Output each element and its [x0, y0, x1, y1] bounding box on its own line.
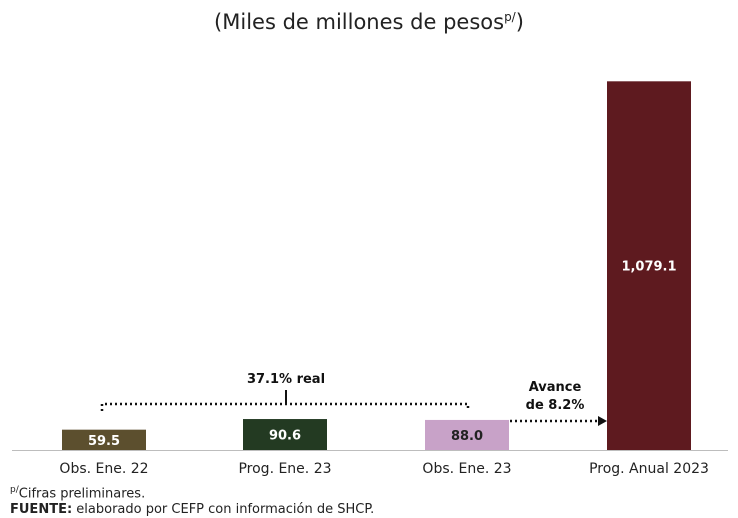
- bar-4: [607, 81, 691, 451]
- data-label-2: 90.6: [269, 429, 301, 444]
- progress-annotation-line2: de 8.2%: [526, 398, 585, 413]
- progress-annotation-line1: Avance: [529, 380, 582, 395]
- chart-title: (Miles de millones de pesosp/): [214, 10, 524, 34]
- x-tick-label-2: Prog. Ene. 23: [238, 461, 331, 477]
- source-note: FUENTE: elaborado por CEFP con informaci…: [10, 502, 375, 517]
- x-tick-label-3: Obs. Ene. 23: [422, 461, 511, 477]
- growth-bracket: [100, 402, 470, 411]
- growth-annotation: 37.1% real: [247, 372, 325, 387]
- bar-3: [425, 419, 509, 450]
- x-tick-label-4: Prog. Anual 2023: [589, 461, 709, 477]
- x-tick-label-1: Obs. Ene. 22: [59, 461, 148, 477]
- bar-1: [62, 429, 146, 450]
- data-label-4: 1,079.1: [621, 260, 676, 275]
- progress-arrowhead: [598, 416, 607, 426]
- data-label-3: 88.0: [451, 429, 483, 444]
- data-label-1: 59.5: [88, 434, 120, 449]
- bar-2: [243, 419, 327, 450]
- footnote: p/Cifras preliminares.: [10, 485, 146, 502]
